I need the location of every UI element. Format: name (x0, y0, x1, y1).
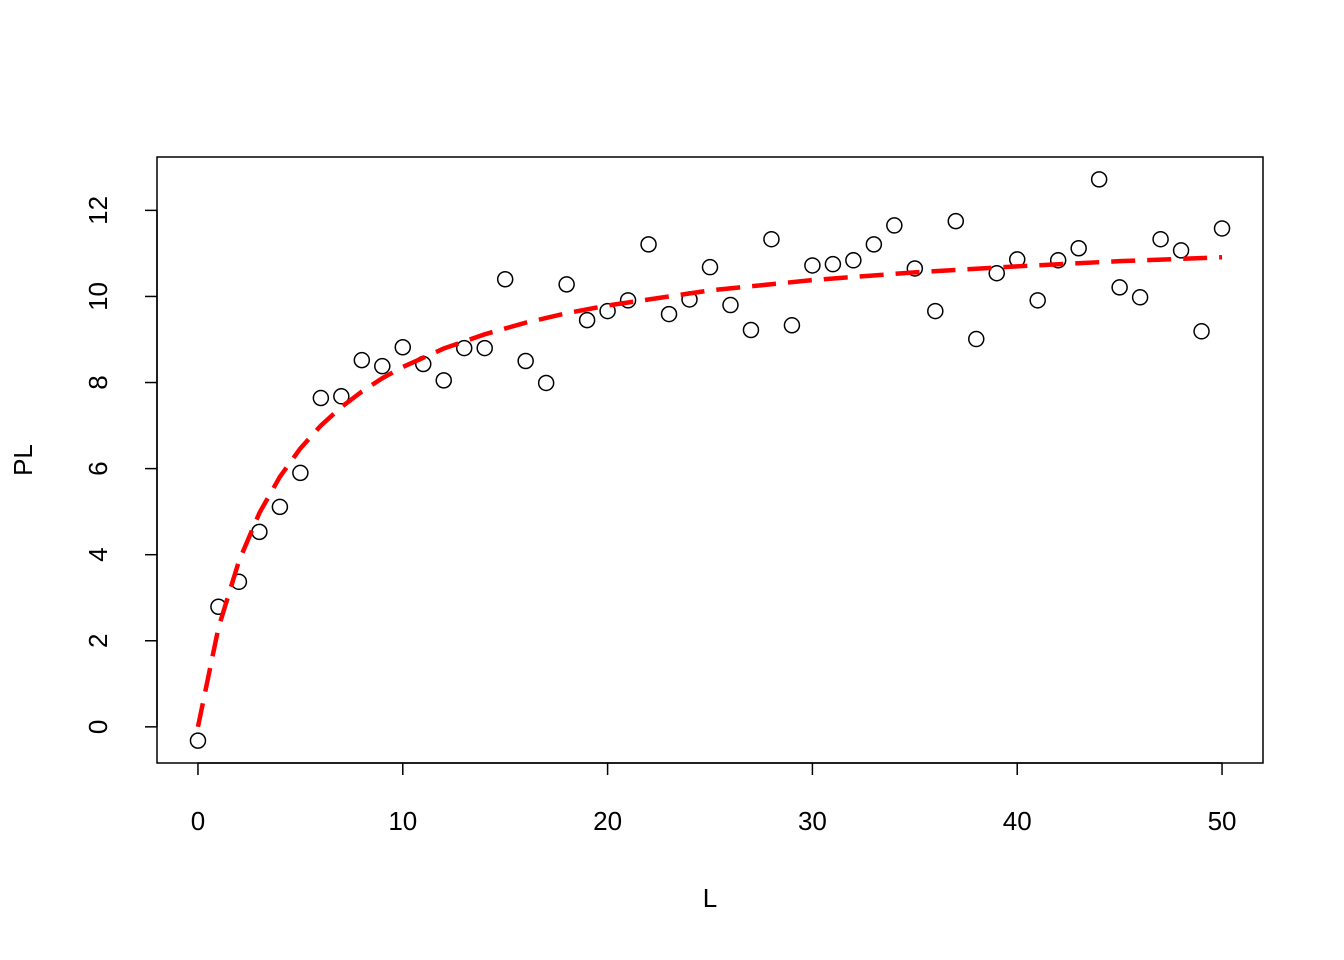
x-tick-label: 40 (1003, 806, 1032, 836)
plot-box (156, 156, 1264, 764)
point (599, 302, 616, 320)
x-axis-label: L (703, 883, 717, 913)
point (988, 264, 1005, 282)
point (640, 236, 657, 253)
point (537, 374, 555, 392)
point (783, 317, 801, 334)
point (374, 357, 391, 375)
point (1172, 242, 1190, 259)
point (865, 236, 883, 253)
point (496, 270, 514, 288)
point (1131, 289, 1149, 306)
point (927, 302, 944, 320)
point (701, 258, 719, 276)
y-tick-label: 10 (83, 282, 113, 311)
point (1090, 171, 1108, 188)
point (271, 498, 289, 516)
point (947, 212, 965, 230)
point (394, 338, 412, 356)
x-tick-label: 10 (388, 806, 417, 836)
point (292, 464, 309, 482)
point (1152, 230, 1169, 248)
point (1213, 220, 1231, 237)
y-axis-label: PL (8, 444, 38, 476)
y-tick-label: 6 (83, 461, 113, 475)
point (804, 257, 821, 274)
point (763, 230, 780, 248)
point (886, 217, 903, 234)
x-tick-label: 30 (798, 806, 827, 836)
point (558, 276, 575, 293)
point (455, 339, 473, 357)
point (517, 352, 534, 370)
point (906, 260, 924, 277)
point (845, 252, 862, 269)
y-tick-label: 2 (83, 634, 113, 648)
point (1193, 323, 1210, 340)
point (476, 339, 493, 357)
point (660, 305, 678, 323)
y-tick-label: 4 (83, 547, 113, 561)
point (968, 330, 985, 348)
y-tick-label: 12 (83, 196, 113, 225)
y-tick-label: 8 (83, 375, 113, 389)
point (1049, 252, 1067, 269)
y-tick-label: 0 (83, 720, 113, 734)
x-tick-label: 50 (1208, 806, 1237, 836)
point (578, 311, 596, 329)
point (1111, 279, 1128, 296)
point (353, 351, 371, 369)
x-tick-label: 20 (593, 806, 622, 836)
point (742, 321, 760, 339)
point (435, 372, 452, 389)
point (251, 523, 268, 541)
point (189, 732, 207, 749)
x-tick-label: 0 (191, 806, 205, 836)
point (312, 389, 330, 407)
point (333, 388, 350, 405)
point (824, 255, 842, 273)
fit-line (195, 255, 1223, 728)
point (619, 292, 637, 309)
point (1029, 292, 1046, 309)
point (722, 296, 739, 314)
point (1070, 239, 1087, 257)
